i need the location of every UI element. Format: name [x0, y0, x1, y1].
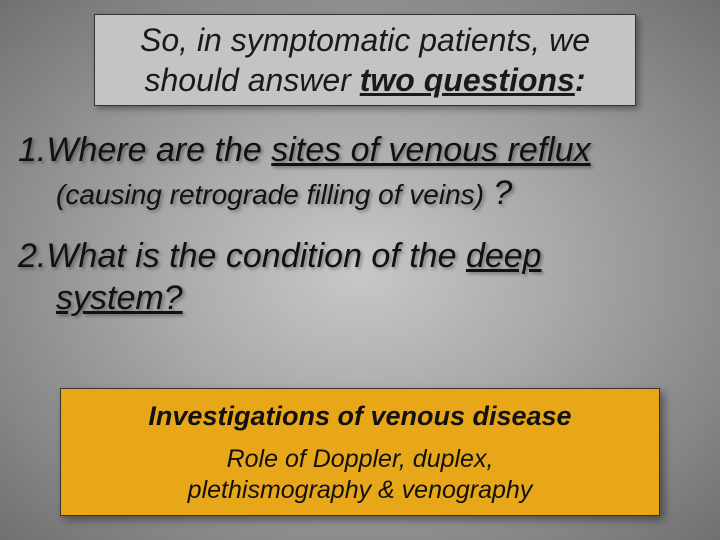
list-item-1: 1.Where are the sites of venous reflux (…	[18, 130, 702, 217]
item1-subtext: (causing retrograde filling of veins) ?	[56, 171, 702, 217]
item2-underline1: deep	[466, 237, 542, 275]
title-text: So, in symptomatic patients, we should a…	[140, 20, 590, 100]
investigations-box: Investigations of venous disease Role of…	[60, 388, 660, 516]
list-item-2: 2.What is the condition of the deep syst…	[18, 235, 702, 320]
title-line2-pre: should answer	[145, 62, 360, 98]
question-list: 1.Where are the sites of venous reflux (…	[18, 130, 702, 320]
item2-number: 2.	[18, 237, 46, 275]
ybox-title: Investigations of venous disease	[81, 401, 639, 432]
item1-number: 1.	[18, 131, 46, 169]
item1-paren: (causing retrograde filling of veins)	[56, 179, 484, 210]
item1-text-underline: sites of venous reflux	[271, 131, 590, 169]
ybox-sub-line1: Role of Doppler, duplex,	[227, 445, 494, 473]
ybox-sub-line2: plethismography & venography	[188, 476, 533, 504]
item1-text-pre: Where are the	[46, 131, 271, 169]
title-line1: So, in symptomatic patients, we	[140, 22, 590, 58]
item2-text-pre: What is the condition of the	[46, 237, 466, 275]
item1-qmark: ?	[484, 174, 512, 212]
item2-underline2: system?	[56, 279, 183, 317]
title-box: So, in symptomatic patients, we should a…	[94, 14, 636, 106]
title-line2-post: :	[575, 62, 586, 98]
ybox-subtitle: Role of Doppler, duplex, plethismography…	[81, 444, 639, 507]
item1-line1: 1.Where are the sites of venous reflux	[18, 130, 702, 171]
title-line2-underline: two questions	[360, 62, 575, 98]
